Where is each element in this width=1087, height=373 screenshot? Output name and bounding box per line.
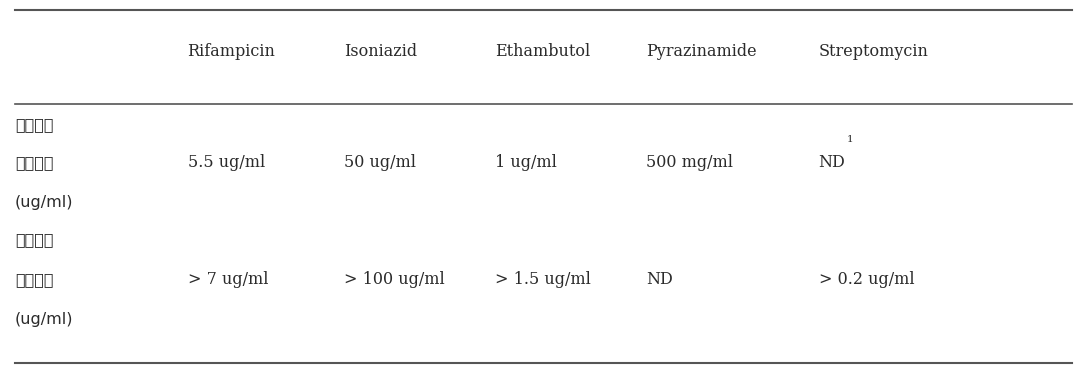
Text: 500 mg/ml: 500 mg/ml <box>646 154 733 171</box>
Text: ND: ND <box>819 154 846 171</box>
Text: > 7 ug/ml: > 7 ug/ml <box>188 271 268 288</box>
Text: 성장지연: 성장지연 <box>15 117 53 132</box>
Text: 1 ug/ml: 1 ug/ml <box>495 154 557 171</box>
Text: 50 ug/ml: 50 ug/ml <box>343 154 416 171</box>
Text: > 100 ug/ml: > 100 ug/ml <box>343 271 445 288</box>
Text: 1: 1 <box>847 135 853 144</box>
Text: Rifampicin: Rifampicin <box>188 43 275 60</box>
Text: Isoniazid: Isoniazid <box>343 43 417 60</box>
Text: Pyrazinamide: Pyrazinamide <box>646 43 757 60</box>
Text: > 0.2 ug/ml: > 0.2 ug/ml <box>819 271 914 288</box>
Text: Streptomycin: Streptomycin <box>819 43 928 60</box>
Text: 최소농도: 최소농도 <box>15 155 53 170</box>
Text: ND: ND <box>646 271 673 288</box>
Text: 성장억제: 성장억제 <box>15 232 53 247</box>
Text: Ethambutol: Ethambutol <box>495 43 590 60</box>
Text: 최소농도: 최소농도 <box>15 272 53 287</box>
Text: (ug/ml): (ug/ml) <box>15 195 74 210</box>
Text: 5.5 ug/ml: 5.5 ug/ml <box>188 154 265 171</box>
Text: > 1.5 ug/ml: > 1.5 ug/ml <box>495 271 591 288</box>
Text: (ug/ml): (ug/ml) <box>15 312 74 327</box>
